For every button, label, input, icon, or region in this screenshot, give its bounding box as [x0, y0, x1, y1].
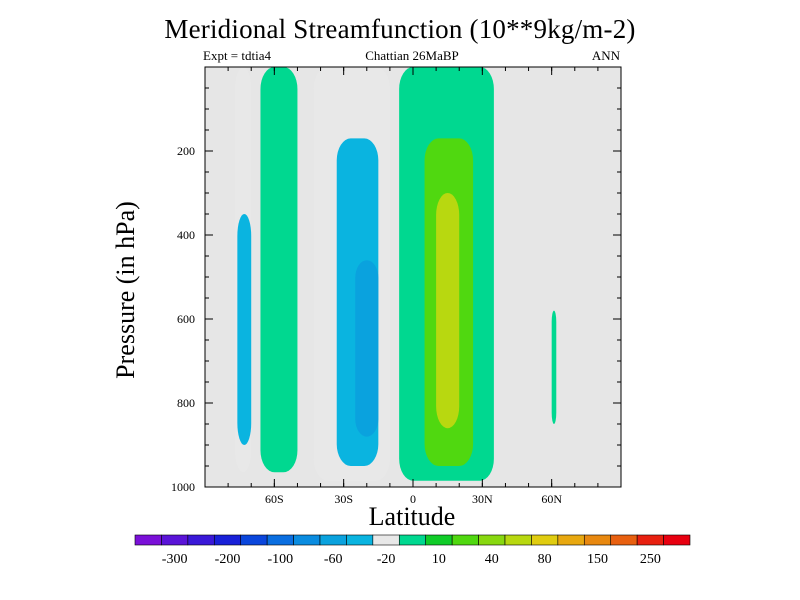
colorbar-swatch [504, 534, 532, 546]
y-tick-label: 400 [177, 228, 195, 242]
contour-region-sh-polar-cell-core [237, 214, 252, 445]
y-tick-label: 600 [177, 312, 195, 326]
colorbar-swatch [187, 534, 215, 546]
colorbar-swatch [636, 534, 664, 546]
colorbar-label: -200 [215, 552, 241, 567]
colorbar-swatch [583, 534, 612, 546]
colorbar-swatch [451, 534, 479, 546]
x-tick-label: 60N [541, 492, 562, 506]
colorbar-label: -20 [377, 552, 396, 567]
colorbar-label: -300 [162, 552, 188, 567]
colorbar-label: 150 [587, 552, 608, 567]
colorbar-swatch [293, 534, 321, 546]
colorbar-swatch [346, 534, 374, 546]
season-label: ANN [591, 48, 620, 63]
contour-region-nh-midlat-small [551, 310, 557, 424]
y-tick-label: 800 [177, 396, 195, 410]
x-tick-label: 0 [410, 492, 416, 506]
contour-region-sh-ferrel-cell [260, 67, 298, 473]
colorbar-swatch [161, 534, 189, 546]
period-label: Chattian 26MaBP [365, 48, 459, 63]
colorbar-swatch [557, 534, 585, 546]
colorbar-swatch [531, 534, 559, 546]
y-tick-label: 1000 [171, 480, 195, 494]
x-tick-label: 30S [334, 492, 353, 506]
colorbar-swatch [398, 534, 427, 546]
colorbar-swatch [610, 534, 638, 546]
y-tick-label: 200 [177, 144, 195, 158]
experiment-label: Expt = tdtia4 [203, 48, 271, 63]
colorbar-swatch [240, 534, 268, 546]
colorbar-swatch [425, 534, 453, 546]
x-axis-label: Latitude [368, 502, 456, 531]
colorbar-swatch [134, 534, 162, 546]
colorbar-label: 10 [432, 552, 446, 567]
contour-region-sh-hadley-cell-max [355, 260, 379, 437]
x-tick-label: 30N [472, 492, 493, 506]
colorbar-label: 250 [640, 552, 661, 567]
colorbar-swatch [663, 534, 691, 546]
chart-title: Meridional Streamfunction (10**9kg/m-2) [164, 14, 636, 44]
colorbar-label: 80 [538, 552, 552, 567]
colorbar-swatch [213, 534, 242, 546]
colorbar-label: 40 [485, 552, 499, 567]
colorbar-label: -60 [324, 552, 343, 567]
contour-region-nh-hadley-cell-max [436, 193, 460, 429]
colorbar-label: -100 [268, 552, 294, 567]
colorbar-swatch [372, 534, 400, 546]
colorbar-swatch [478, 534, 506, 546]
colorbar-swatch [319, 534, 347, 546]
x-tick-label: 60S [265, 492, 284, 506]
colorbar-swatch [266, 534, 294, 546]
